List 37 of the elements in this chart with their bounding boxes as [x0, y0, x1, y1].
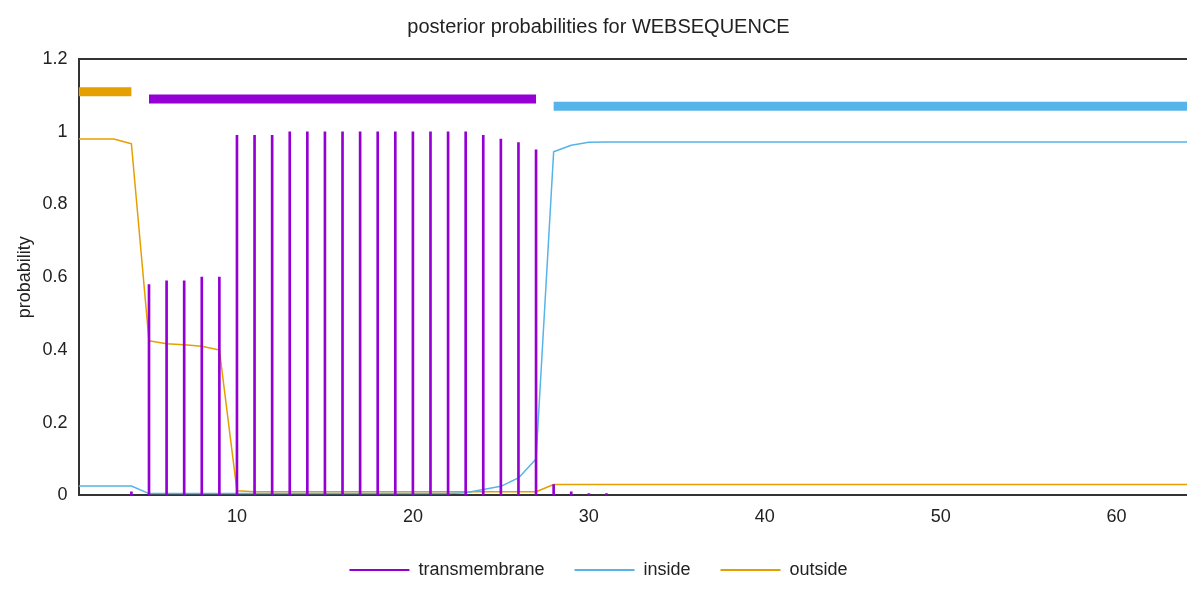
- bar: [552, 484, 555, 496]
- bar: [376, 131, 380, 496]
- bar: [165, 280, 168, 496]
- bar: [306, 131, 309, 496]
- legend-label: inside: [643, 558, 691, 579]
- y-tick-label: 1: [57, 120, 68, 141]
- x-tick-label: 30: [578, 506, 599, 527]
- bar: [218, 276, 221, 496]
- y-tick-label: 0.6: [42, 266, 68, 287]
- bar: [200, 276, 204, 496]
- bar: [605, 493, 608, 496]
- x-tick-label: 10: [226, 506, 247, 527]
- bar: [130, 491, 133, 496]
- legend-label: outside: [789, 558, 848, 579]
- bar: [464, 131, 468, 496]
- y-tick-label: 0.8: [42, 193, 68, 214]
- x-tick-label: 50: [930, 506, 951, 527]
- bar: [182, 280, 186, 496]
- bar: [517, 142, 520, 496]
- bar: [288, 131, 292, 496]
- chart-title: posterior probabilities for WEBSEQUENCE: [407, 14, 790, 37]
- y-axis-title: probability: [13, 236, 34, 319]
- y-tick-label: 0.4: [42, 338, 68, 359]
- bar: [481, 135, 485, 496]
- bar: [341, 131, 344, 496]
- bar: [253, 135, 256, 496]
- x-tick-label: 20: [402, 506, 423, 527]
- bar: [569, 491, 573, 496]
- bar: [393, 131, 397, 496]
- bar: [429, 131, 432, 496]
- y-tick-label: 0.2: [42, 411, 68, 432]
- x-tick-label: 40: [754, 506, 775, 527]
- legend-label: transmembrane: [418, 558, 545, 579]
- bar: [587, 493, 591, 496]
- y-tick-label: 0: [57, 484, 68, 505]
- y-tick-label: 1.2: [42, 47, 68, 68]
- x-tick-label: 60: [1106, 506, 1127, 527]
